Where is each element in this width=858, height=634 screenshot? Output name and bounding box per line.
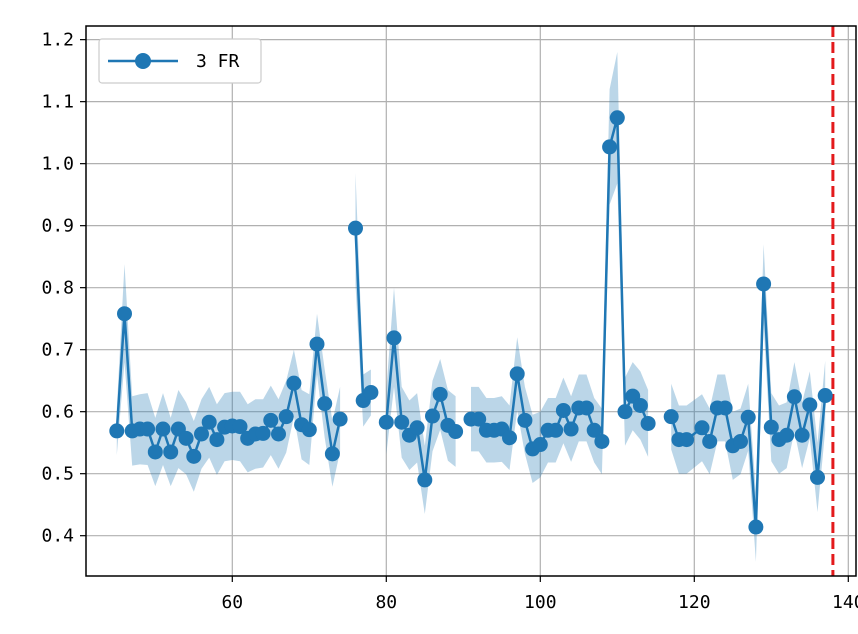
data-point	[717, 400, 733, 416]
data-point	[817, 388, 833, 404]
data-point	[201, 414, 217, 430]
data-point	[548, 422, 564, 438]
data-point	[802, 397, 818, 413]
data-point	[786, 389, 802, 405]
data-point	[163, 444, 179, 460]
data-point	[186, 448, 202, 464]
y-tick-label: 0.4	[41, 526, 74, 547]
y-tick-label: 1.1	[41, 92, 74, 113]
data-point	[394, 414, 410, 430]
confidence-bands	[116, 52, 826, 562]
data-point	[232, 419, 248, 435]
y-tick-label: 1.2	[41, 30, 74, 51]
data-point	[363, 384, 379, 400]
data-point	[271, 426, 286, 442]
series-line	[385, 336, 457, 482]
y-tick-label: 0.8	[41, 278, 74, 299]
x-tick-label: 120	[678, 592, 711, 613]
data-point	[348, 220, 363, 236]
confidence-band	[386, 287, 456, 514]
data-point	[779, 427, 795, 443]
data-point	[417, 472, 433, 488]
data-point	[194, 426, 209, 442]
data-point	[317, 396, 333, 412]
y-tick-label: 0.6	[41, 402, 74, 423]
y-tick-label: 1.0	[41, 154, 74, 175]
data-point	[586, 422, 602, 438]
data-point	[425, 408, 440, 424]
data-point	[532, 437, 548, 453]
data-point	[763, 419, 779, 435]
data-point	[155, 421, 171, 437]
data-point	[286, 375, 302, 391]
legend-marker	[135, 53, 151, 69]
data-point	[471, 411, 487, 427]
data-point	[386, 330, 402, 346]
data-point	[794, 427, 810, 443]
data-point	[810, 469, 825, 485]
data-point	[324, 446, 340, 462]
data-point	[640, 415, 656, 431]
data-point	[609, 110, 625, 126]
data-point	[117, 306, 132, 322]
x-axis: 60 80 100 120 140	[221, 576, 858, 613]
data-point	[617, 404, 633, 420]
data-point	[679, 432, 695, 448]
plot-frame	[85, 25, 857, 577]
data-point	[209, 432, 225, 448]
data-point	[579, 400, 594, 416]
data-point	[109, 423, 125, 439]
data-point	[378, 414, 394, 430]
data-point	[694, 420, 710, 436]
grid-lines	[86, 26, 856, 576]
data-point	[147, 444, 163, 460]
confidence-band	[671, 244, 826, 562]
data-point	[740, 409, 756, 425]
x-tick-label: 140	[832, 592, 858, 613]
x-tick-label: 60	[221, 592, 243, 613]
y-tick-label: 0.9	[41, 216, 74, 237]
legend: 3 FR	[98, 38, 262, 84]
data-point	[448, 424, 464, 440]
data-point	[702, 433, 718, 449]
data-point	[332, 411, 348, 427]
y-axis: 0.4 0.5 0.6 0.7 0.8 0.9 1.0 1.1 1.2	[41, 30, 86, 547]
data-point	[178, 430, 194, 446]
data-point	[409, 420, 425, 436]
legend-label: 3 FR	[196, 51, 240, 72]
data-point	[278, 409, 294, 425]
data-point	[301, 422, 317, 438]
data-point	[663, 409, 679, 425]
data-point	[263, 412, 279, 428]
data-point	[594, 433, 610, 449]
data-point	[756, 276, 772, 292]
x-tick-label: 100	[524, 592, 557, 613]
legend-box	[98, 38, 262, 84]
series-points	[109, 110, 833, 535]
x-tick-label: 80	[375, 592, 397, 613]
data-point	[502, 430, 517, 446]
data-point	[432, 386, 448, 402]
y-tick-label: 0.7	[41, 340, 74, 361]
data-point	[748, 519, 764, 535]
data-point	[563, 421, 579, 437]
y-tick-label: 0.5	[41, 464, 74, 485]
data-point	[602, 139, 618, 155]
data-point	[517, 412, 533, 428]
data-point	[555, 402, 571, 418]
data-point	[509, 366, 525, 382]
data-point	[309, 336, 325, 352]
data-point	[632, 397, 648, 413]
series-lines	[115, 116, 827, 529]
data-point	[255, 425, 271, 441]
data-point	[733, 433, 748, 449]
data-point	[140, 421, 156, 437]
